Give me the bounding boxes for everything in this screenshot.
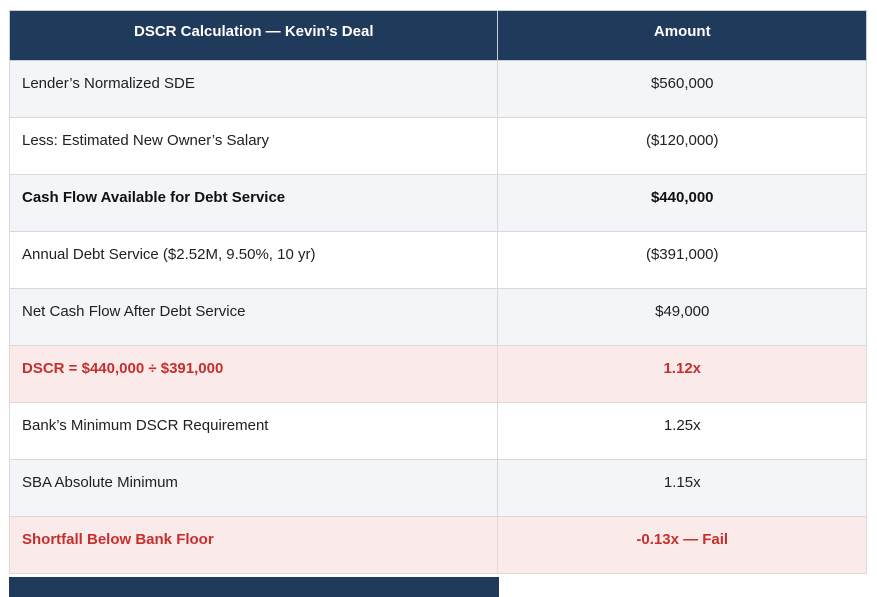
table-header-row: DSCR Calculation — Kevin’s Deal Amount xyxy=(8,10,867,61)
row-label-cell: Cash Flow Available for Debt Service xyxy=(8,174,499,232)
table-row: SBA Absolute Minimum 1.15x xyxy=(8,459,867,517)
table-row: Lender’s Normalized SDE $560,000 xyxy=(8,60,867,118)
table-row: Annual Debt Service ($2.52M, 9.50%, 10 y… xyxy=(8,231,867,289)
table-row: Net Cash Flow After Debt Service $49,000 xyxy=(8,288,867,346)
row-amount-cell: $440,000 xyxy=(497,174,867,232)
row-label-cell: Less: Estimated New Owner’s Salary xyxy=(8,117,499,175)
row-label-cell: Lender’s Normalized SDE xyxy=(8,60,499,118)
row-label-cell: Net Cash Flow After Debt Service xyxy=(8,288,499,346)
next-table-header-partial xyxy=(9,577,499,597)
row-amount-cell: ($120,000) xyxy=(497,117,867,175)
row-amount-cell: $560,000 xyxy=(497,60,867,118)
row-amount-cell: $49,000 xyxy=(497,288,867,346)
row-amount-cell: 1.12x xyxy=(497,345,867,403)
row-label-cell: Bank’s Minimum DSCR Requirement xyxy=(8,402,499,460)
table-row: Bank’s Minimum DSCR Requirement 1.25x xyxy=(8,402,867,460)
row-amount-cell: 1.25x xyxy=(497,402,867,460)
table-row: Cash Flow Available for Debt Service $44… xyxy=(8,174,867,232)
header-cell-amount: Amount xyxy=(497,10,867,61)
row-label-cell: Shortfall Below Bank Floor xyxy=(8,516,499,574)
row-label-cell: DSCR = $440,000 ÷ $391,000 xyxy=(8,345,499,403)
row-label-cell: Annual Debt Service ($2.52M, 9.50%, 10 y… xyxy=(8,231,499,289)
dscr-table: DSCR Calculation — Kevin’s Deal Amount L… xyxy=(8,10,867,574)
header-cell-title: DSCR Calculation — Kevin’s Deal xyxy=(8,10,499,61)
table-row-dscr-result: DSCR = $440,000 ÷ $391,000 1.12x xyxy=(8,345,867,403)
table-row-shortfall: Shortfall Below Bank Floor -0.13x — Fail xyxy=(8,516,867,574)
row-label-cell: SBA Absolute Minimum xyxy=(8,459,499,517)
row-amount-cell: -0.13x — Fail xyxy=(497,516,867,574)
table-row: Less: Estimated New Owner’s Salary ($120… xyxy=(8,117,867,175)
row-amount-cell: ($391,000) xyxy=(497,231,867,289)
row-amount-cell: 1.15x xyxy=(497,459,867,517)
